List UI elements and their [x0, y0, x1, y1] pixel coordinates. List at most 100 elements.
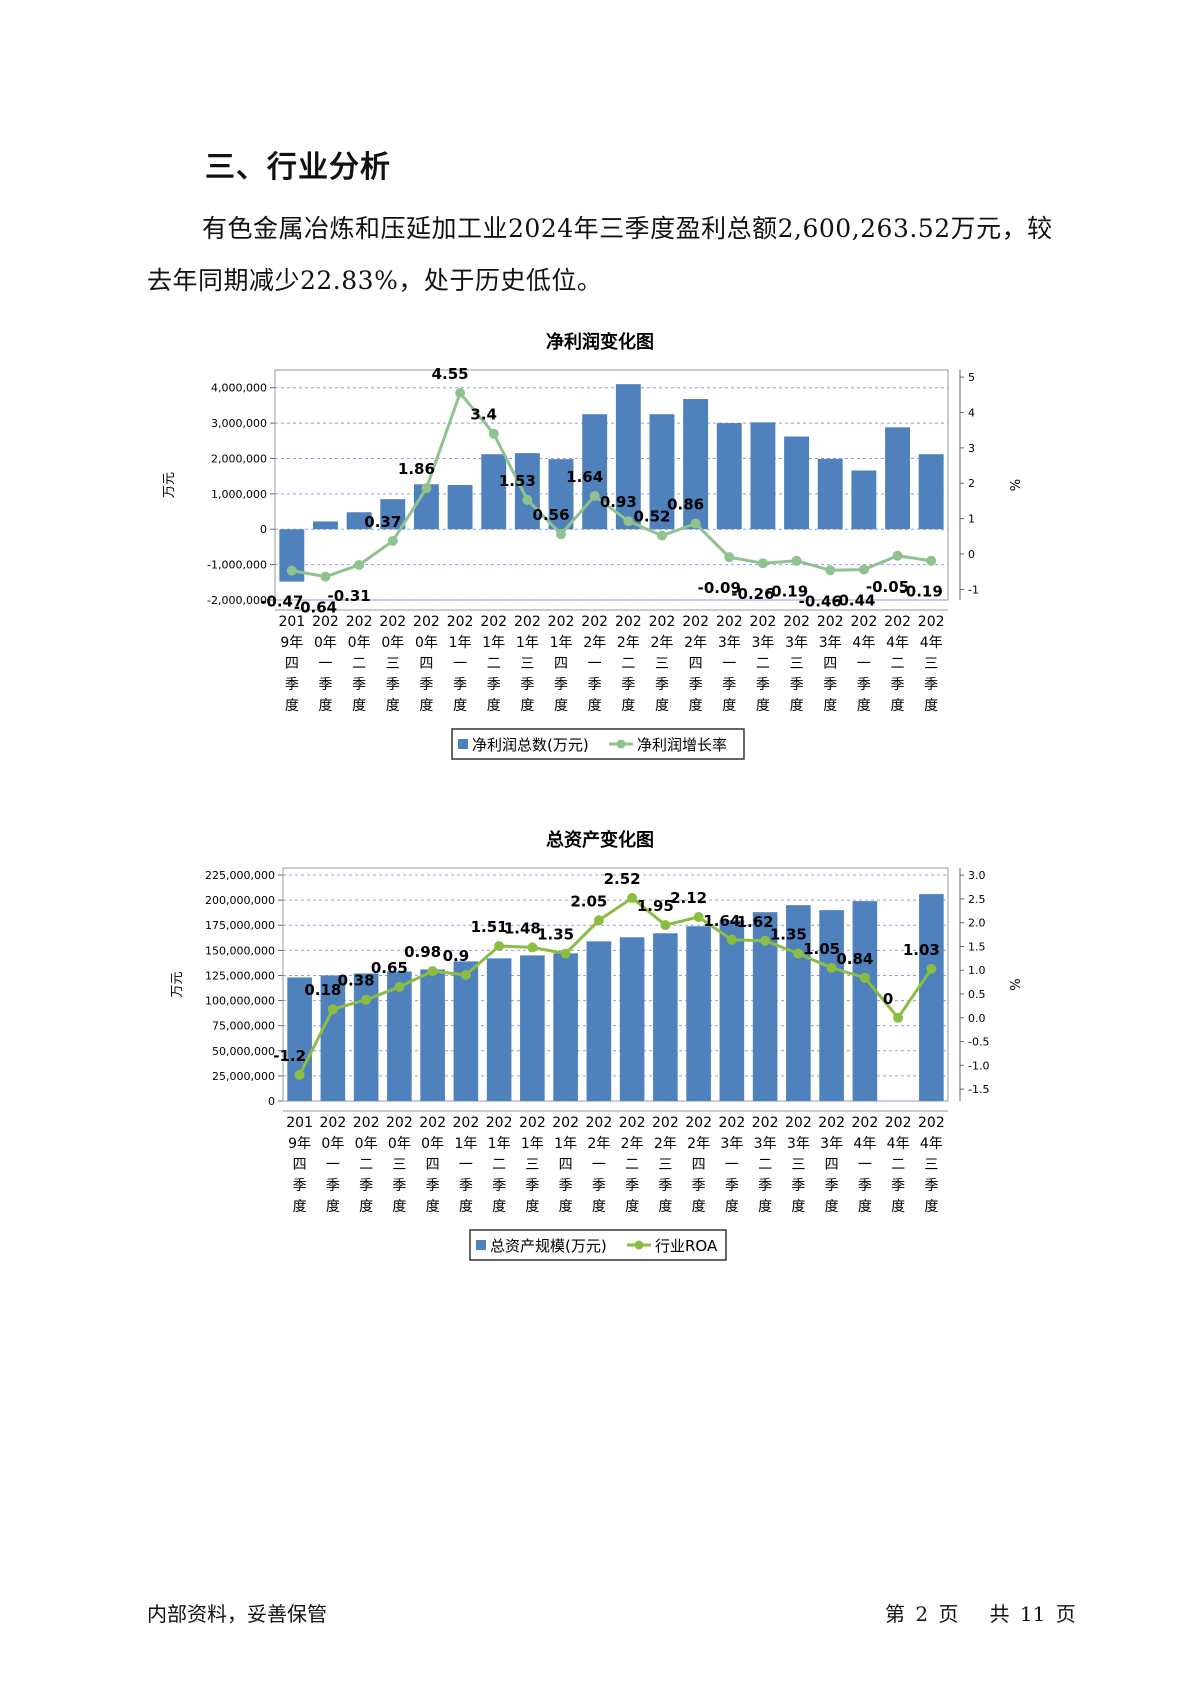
legend-bar-swatch — [476, 1240, 486, 1250]
category-label: 一 — [453, 656, 467, 672]
category-label: 季 — [318, 677, 332, 693]
category-label: 度 — [825, 1199, 839, 1215]
category-label: 0年 — [314, 635, 337, 651]
category-label: 202 — [312, 614, 339, 630]
y2-tick-label: 1 — [968, 513, 975, 526]
category-label: 202 — [752, 1115, 779, 1131]
line-point — [858, 564, 869, 575]
category-label: 3年 — [754, 1136, 777, 1152]
category-label: 度 — [318, 698, 332, 714]
category-label: 度 — [658, 1199, 672, 1215]
data-label: 1.35 — [770, 926, 807, 944]
line-point — [623, 516, 634, 527]
legend-bar-label: 净利润总数(万元) — [472, 736, 589, 754]
data-label: 0.52 — [633, 508, 670, 526]
bar — [653, 933, 678, 1101]
category-label: 度 — [692, 1199, 706, 1215]
category-label: 季 — [823, 677, 837, 693]
y2-tick-label: 3.0 — [968, 869, 986, 882]
line-series — [298, 896, 933, 1076]
category-label: 度 — [689, 698, 703, 714]
line-point — [421, 483, 432, 494]
line-series — [291, 390, 932, 579]
plot-area — [274, 369, 949, 601]
category-label: 度 — [823, 698, 837, 714]
data-label: -1.2 — [273, 1047, 306, 1065]
category-label: 202 — [851, 614, 878, 630]
line-point — [455, 388, 466, 398]
data-label: 1.95 — [637, 897, 674, 915]
category-label: 度 — [588, 698, 602, 714]
category-label: 季 — [722, 677, 736, 693]
line-point — [560, 948, 571, 959]
chart-title: 净利润变化图 — [546, 331, 654, 353]
data-label: 1.03 — [903, 941, 940, 959]
y2-tick-label: -1 — [968, 583, 979, 596]
y2-tick-label: 5 — [968, 371, 975, 384]
y2-tick-label: -1.0 — [968, 1059, 989, 1072]
y-tick-label: 3,000,000 — [211, 417, 267, 430]
category-label: 1年 — [488, 1136, 511, 1152]
line-point — [527, 942, 538, 953]
legend-line-marker — [634, 1240, 644, 1250]
y2-axis-label: % — [1006, 479, 1021, 491]
line-point — [825, 565, 836, 576]
total-num: 11 — [1019, 1602, 1046, 1626]
category-label: 四 — [692, 1157, 706, 1173]
bar — [420, 969, 445, 1101]
category-label: 2年 — [587, 1136, 610, 1152]
category-label: 季 — [459, 1178, 473, 1194]
data-label: 1.86 — [398, 460, 435, 478]
category-label: 4年 — [852, 635, 875, 651]
y-tick-label: 75,000,000 — [212, 1020, 275, 1033]
category-label: 1年 — [516, 635, 539, 651]
category-label: 三 — [790, 656, 804, 672]
category-label: 202 — [783, 614, 810, 630]
y2-tick-label: 2.0 — [968, 917, 986, 930]
line-point — [693, 911, 704, 922]
category-label: 2年 — [654, 1136, 677, 1152]
category-label: 二 — [359, 1157, 373, 1173]
category-label: 202 — [852, 1115, 879, 1131]
category-label: 二 — [487, 656, 501, 672]
category-label: 202 — [519, 1115, 546, 1131]
legend-line-label: 行业ROA — [655, 1237, 718, 1255]
category-label: 季 — [492, 1178, 506, 1194]
legend-bar-label: 总资产规模(万元) — [490, 1237, 607, 1255]
category-label: 202 — [480, 614, 507, 630]
bar — [548, 459, 574, 530]
category-label: 一 — [592, 1157, 606, 1173]
category-label: 3年 — [820, 1136, 843, 1152]
category-label: 度 — [756, 698, 770, 714]
bar — [582, 414, 608, 530]
category-label: 1年 — [521, 1136, 544, 1152]
category-label: 季 — [858, 1178, 872, 1194]
data-label: -0.19 — [765, 583, 808, 601]
line-point — [724, 552, 735, 563]
category-label: 0年 — [321, 1136, 344, 1152]
data-label: -0.44 — [832, 592, 875, 610]
bar — [716, 423, 742, 530]
category-label: 2年 — [687, 1136, 710, 1152]
data-label: 0.9 — [443, 947, 470, 965]
category-label: 季 — [825, 1178, 839, 1194]
category-label: 季 — [392, 1178, 406, 1194]
total-assets-chart-svg: 总资产变化图 0 25,000,000 50,000,000 75,000,000 100… — [170, 829, 1021, 1261]
bar — [885, 427, 910, 530]
category-label: 2年 — [684, 635, 707, 651]
data-label: -0.19 — [900, 583, 943, 601]
category-label: 季 — [924, 677, 938, 693]
category-label: 季 — [554, 677, 568, 693]
category-label: 度 — [285, 698, 299, 714]
category-label: 二 — [625, 1157, 639, 1173]
category-label: 三 — [924, 656, 938, 672]
category-label: 0年 — [348, 635, 371, 651]
footer-page-number: 第 2 页 共 11 页 — [885, 1598, 1076, 1627]
category-label: 201 — [278, 614, 305, 630]
data-label: -0.64 — [294, 599, 337, 617]
bar — [481, 454, 507, 530]
y-tick-label: 200,000,000 — [205, 894, 275, 907]
category-label: 季 — [891, 677, 905, 693]
category-label: 一 — [725, 1157, 739, 1173]
category-label: 二 — [891, 656, 905, 672]
